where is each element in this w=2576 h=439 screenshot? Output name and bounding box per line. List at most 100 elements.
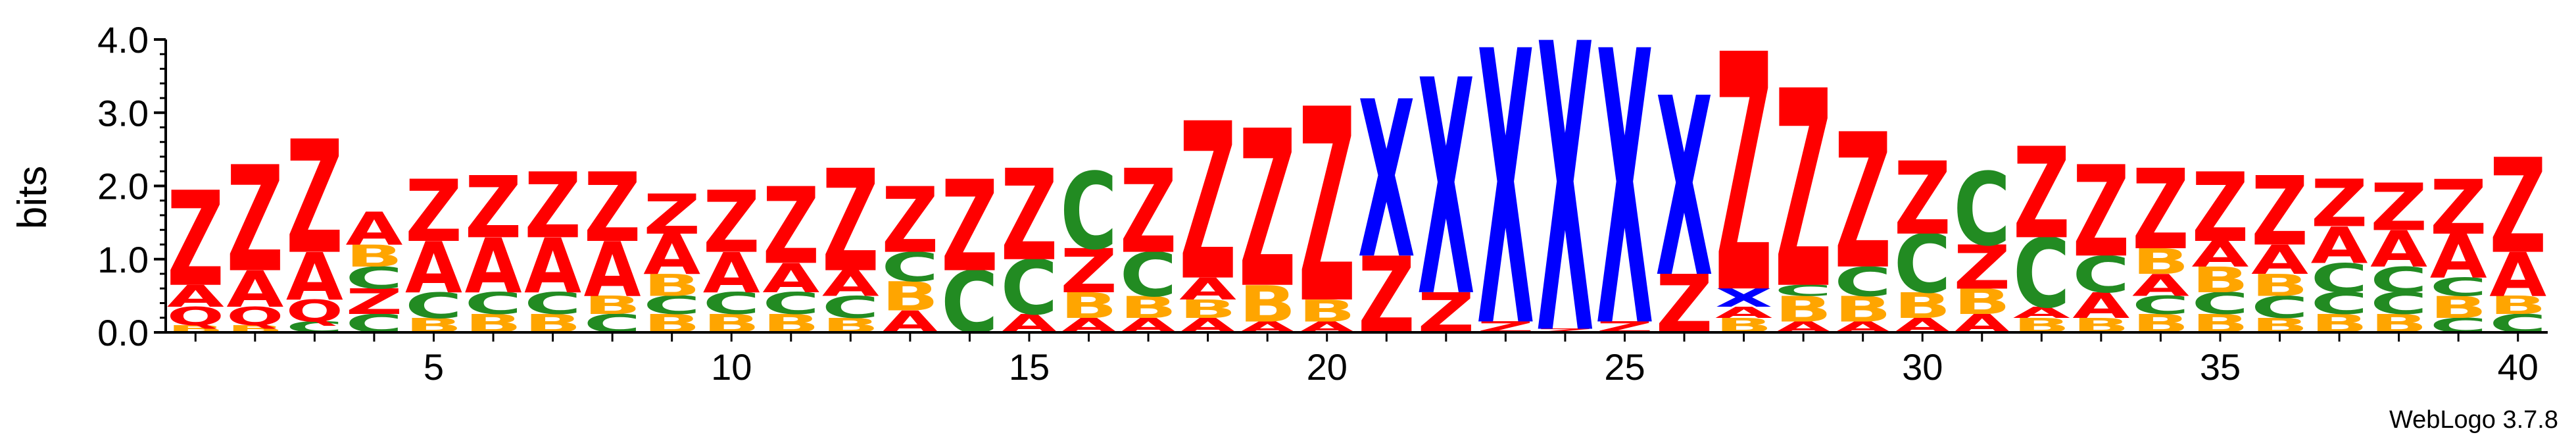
logo-glyph-a: A — [1715, 304, 1772, 322]
glyph-letter: B — [1953, 281, 2010, 322]
logo-glyph-a: A — [2311, 217, 2368, 275]
logo-glyph-c: C — [1060, 151, 1117, 273]
logo-glyph-a: A — [2251, 237, 2308, 284]
glyph-letter: Z — [1536, 328, 1593, 334]
y-ticks: 0.0 1.0 2.0 3.0 4.0 — [97, 19, 166, 353]
logo-glyph-z: Z — [2192, 153, 2249, 264]
glyph-letter: B — [584, 291, 641, 320]
x-ticks: 5 10 15 20 25 30 35 40 — [194, 332, 2539, 388]
glyph-letter: A — [2192, 234, 2249, 274]
logo-glyph-a: A — [345, 203, 402, 255]
logo-glyph-c: C — [762, 286, 819, 321]
logo-glyph-c: C — [822, 290, 879, 325]
logo-glyph-z: Z — [1001, 143, 1058, 290]
glyph-letter: Z — [1298, 54, 1355, 363]
logo-glyph-b: B — [2251, 268, 2308, 303]
logo-glyph-c: C — [1120, 240, 1177, 310]
glyph-letter: A — [2013, 304, 2070, 322]
glyph-letter: C — [1834, 259, 1891, 306]
glyph-letter: Z — [2072, 139, 2129, 286]
logo-glyph-x: X — [1417, 18, 1474, 363]
logo-glyph-z: Z — [405, 163, 462, 262]
logo-glyph-a: A — [405, 226, 462, 309]
logo-glyph-z: Z — [881, 168, 938, 274]
glyph-letter: A — [167, 279, 224, 314]
logo-glyph-b: B — [345, 239, 402, 274]
logo-glyph-z: Z — [584, 153, 641, 264]
logo-glyph-b: B — [1775, 289, 1832, 330]
logo-glyph-z: Z — [822, 140, 879, 303]
logo-glyph-a: A — [2072, 285, 2129, 326]
logo-glyph-b: B — [1239, 275, 1296, 334]
glyph-letter: C — [2072, 246, 2129, 304]
logo-glyph-b: B — [1179, 295, 1236, 324]
y-tick-label: 0.0 — [97, 312, 149, 353]
glyph-letter: B — [1894, 285, 1951, 326]
logo-glyph-b: B — [881, 273, 938, 320]
logo-glyph-b: B — [2489, 291, 2546, 320]
glyph-letter: Z — [2013, 120, 2070, 267]
logo-glyph-z: Z — [1179, 78, 1236, 329]
logo-glyph-x: X — [1477, 0, 1534, 411]
logo-glyph-z: Z — [1775, 35, 1832, 349]
glyph-letter: C — [405, 285, 462, 326]
glyph-letter: Z — [1001, 143, 1058, 290]
logo-glyph-x: X — [1358, 56, 1415, 307]
logo-glyph-z: Z — [2370, 169, 2427, 245]
logo-glyph-c: C — [1953, 152, 2010, 269]
logo-glyph-c: C — [2430, 272, 2487, 302]
logo-glyph-b: B — [1298, 294, 1355, 328]
x-tick-label: 30 — [1902, 346, 1943, 388]
logo-glyph-q: Q — [286, 294, 343, 329]
glyph-letter: X — [1715, 284, 1772, 313]
glyph-letter: B — [881, 273, 938, 320]
logo-glyph-a: A — [2192, 234, 2249, 274]
glyph-letter: C — [1060, 151, 1117, 273]
logo-glyph-z: Z — [941, 153, 998, 300]
logo-glyph-z: Z — [465, 159, 522, 258]
logo-glyph-z: Z — [524, 154, 581, 259]
glyph-letter: C — [524, 286, 581, 321]
x-tick-label: 15 — [1009, 346, 1050, 388]
glyph-letter: Z — [703, 173, 760, 272]
glyph-letter: C — [762, 286, 819, 321]
logo-glyph-b: B — [1953, 281, 2010, 322]
glyph-letter: A — [2311, 217, 2368, 275]
logo-glyph-c: C — [2072, 246, 2129, 304]
glyph-letter: C — [2370, 259, 2427, 300]
logo-glyph-z: Z — [2013, 120, 2070, 267]
logo-glyph-c: C — [2370, 259, 2427, 300]
glyph-letter: Z — [286, 108, 343, 289]
glyph-letter: B — [2192, 259, 2249, 300]
logo-glyph-z: Z — [1239, 86, 1296, 336]
logo-glyph-a: A — [703, 242, 760, 305]
glyph-letter: Z — [2251, 157, 2308, 268]
logo-glyph-x: X — [1656, 47, 1713, 333]
glyph-letter: C — [1953, 152, 2010, 269]
glyph-letter: A — [2132, 268, 2189, 303]
glyph-letter: C — [2430, 272, 2487, 302]
logo-glyph-z: Z — [762, 166, 819, 288]
logo-glyph-a: A — [226, 260, 283, 319]
glyph-letter: Z — [1060, 237, 1117, 307]
logo-glyph-z: Z — [703, 173, 760, 272]
logo-glyph-a: A — [2430, 222, 2487, 292]
glyph-letter: X — [1358, 56, 1415, 307]
logo-glyph-b: B — [1060, 285, 1117, 326]
glyph-letter: Z — [226, 135, 283, 304]
logo-glyph-z: Z — [2072, 139, 2129, 286]
logo-glyph-c: C — [1775, 282, 1832, 299]
glyph-letter: Z — [1179, 78, 1236, 329]
logo-glyph-z: Z — [1298, 54, 1355, 363]
glyph-letter: A — [2251, 237, 2308, 284]
glyph-letter: Z — [1239, 86, 1296, 336]
glyph-letter: Z — [2132, 147, 2189, 274]
glyph-letter: A — [703, 242, 760, 305]
logo-glyph-x: X — [1715, 284, 1772, 313]
logo-glyph-c: C — [2311, 255, 2368, 302]
logo-glyph-c: C — [1834, 259, 1891, 306]
glyph-letter: Z — [2489, 131, 2546, 283]
glyph-letter: X — [1417, 18, 1474, 363]
glyph-letter: Z — [2311, 166, 2368, 242]
